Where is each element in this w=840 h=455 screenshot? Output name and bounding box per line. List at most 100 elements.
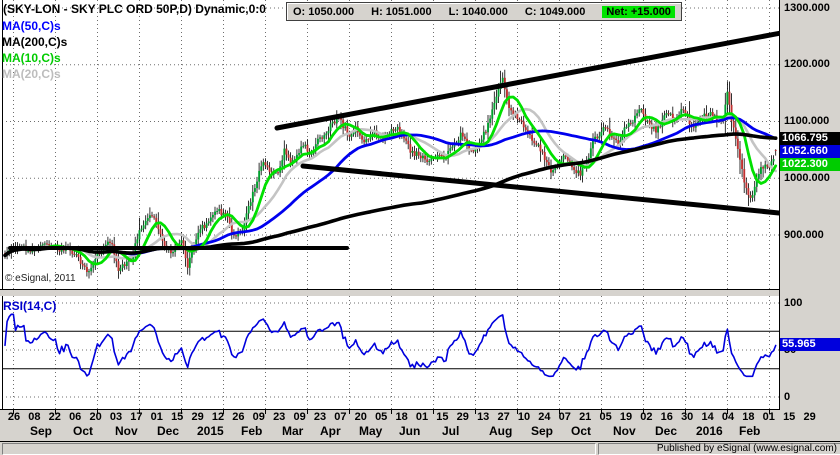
copyright-watermark: © eSignal, 2011 [5, 273, 76, 284]
date-label: 05 [599, 411, 612, 423]
month-label: Mar [282, 424, 304, 438]
rsi-tick-label: 100 [784, 296, 803, 309]
x-axis-tick [349, 410, 350, 414]
ma50-value-badge: 1052.660 [780, 145, 840, 158]
month-label: Sep [30, 424, 53, 438]
ma50-legend-label[interactable]: MA(50,C)s [2, 19, 61, 33]
x-axis-tick [643, 410, 644, 414]
date-label: 13 [477, 411, 490, 423]
date-label: 23 [273, 411, 286, 423]
symbol-title[interactable]: (SKY-LON - SKY PLC ORD 50P,D) Dynamic,0:… [3, 2, 266, 16]
date-label: 20 [89, 411, 102, 423]
footer-spacer [2, 443, 596, 455]
ma10-value-badge: 1022.300 [780, 158, 840, 171]
price-tick-label: 1300.000 [784, 1, 830, 14]
date-axis: 26 08 22 06 20 03 17 01 15 29 12 26 09 23 09 23 07 20 05 18… [0, 411, 840, 424]
month-label: Dec [157, 424, 180, 438]
date-label: 26 [7, 411, 21, 423]
x-axis-tick [727, 410, 728, 414]
month-label: Apr [320, 424, 341, 438]
date-label: 10 [517, 411, 531, 423]
date-label: 01 [150, 411, 163, 423]
date-label: 29 [191, 411, 204, 423]
x-axis-tick [433, 410, 434, 414]
x-axis-tick [265, 410, 266, 414]
month-label: Sep [531, 424, 554, 438]
date-label: 26 [232, 411, 245, 423]
x-axis-tick [181, 410, 182, 414]
date-label: 07 [334, 411, 347, 423]
status-footer: Published by eSignal (www.esignal.com) [0, 441, 840, 455]
high-quote: H: 1051.000 [371, 5, 432, 18]
date-label: 19 [619, 411, 633, 423]
rsi-plot[interactable] [0, 296, 779, 410]
date-label: 29 [803, 411, 816, 423]
ma200-legend-label[interactable]: MA(200,C)s [2, 35, 68, 49]
date-label: 03 [109, 411, 123, 423]
open-quote: O: 1050.000 [293, 5, 355, 18]
x-axis-tick [769, 410, 770, 414]
date-label: 27 [497, 411, 510, 423]
date-label: 05 [375, 411, 388, 423]
price-axis-separator [779, 0, 780, 410]
date-label: 15 [783, 411, 796, 423]
month-label: Feb [241, 424, 263, 438]
date-label: 24 [538, 411, 551, 423]
date-label: 29 [456, 411, 469, 423]
x-axis-tick [307, 410, 308, 414]
month-label: Aug [489, 424, 513, 438]
date-label: 15 [436, 411, 449, 423]
x-axis-tick [391, 410, 392, 414]
month-label: 2016 [696, 424, 723, 438]
ma20-legend-label[interactable]: MA(20,C)s [2, 67, 61, 81]
x-axis-tick [517, 410, 518, 414]
ma10-legend-label[interactable]: MA(10,C)s [2, 51, 61, 65]
rsi-tick-label: 0 [784, 390, 791, 403]
price-tick-label: 1200.000 [784, 58, 830, 71]
date-label: 06 [69, 411, 82, 423]
rsi-legend-label[interactable]: RSI(14,C) [3, 299, 57, 313]
price-tick-label: 1100.000 [784, 115, 830, 127]
price-chart-plot[interactable] [0, 0, 779, 290]
trendline[interactable] [274, 30, 779, 131]
right-axis-area: 1300.000 1200.000 1100.000 1000.000 900.000 … [780, 0, 840, 441]
date-label: 18 [742, 411, 755, 423]
month-label: Nov [115, 424, 138, 438]
date-label: 15 [171, 411, 184, 423]
trendline[interactable] [300, 163, 779, 216]
panel-divider[interactable] [0, 290, 779, 296]
date-label: 20 [354, 411, 367, 423]
x-axis-tick [139, 410, 140, 414]
date-label: 01 [762, 411, 775, 423]
month-label: Nov [613, 424, 636, 438]
rsi-plot-bg[interactable] [0, 296, 779, 410]
publisher-credit: Published by eSignal (www.esignal.com) [598, 443, 840, 455]
month-axis: Sep Oct Nov Dec 2015 Feb Mar Apr May Jun Jul Aug Sep… [0, 424, 840, 439]
date-label: 02 [640, 411, 653, 423]
month-label: Dec [655, 424, 678, 438]
month-label: Jul [442, 424, 460, 438]
x-axis-tick [601, 410, 602, 414]
net-change-badge: Net: +15.000 [602, 5, 675, 18]
date-label: 23 [313, 411, 327, 423]
date-label: 08 [28, 411, 41, 423]
x-axis-tick [559, 410, 560, 414]
x-axis-tick [13, 410, 14, 414]
date-label: 09 [293, 411, 306, 423]
date-label: 30 [681, 411, 694, 423]
price-tick-label: 900.000 [784, 228, 824, 241]
date-label: 22 [48, 411, 61, 423]
date-label: 12 [211, 411, 225, 423]
price-tick-label: 1000.000 [784, 171, 830, 184]
month-label: Oct [571, 424, 592, 438]
ohlc-quote-bar[interactable]: O: 1050.000 H: 1051.000 L: 1040.000 C: 1049.… [286, 2, 682, 21]
x-axis-tick [685, 410, 686, 414]
low-quote: L: 1040.000 [448, 5, 508, 18]
x-axis-tick [55, 410, 56, 414]
ma200-value-badge: 1066.795 [780, 132, 840, 145]
x-axis-tick [223, 410, 224, 414]
month-label: Jun [399, 424, 421, 438]
month-label: 2015 [197, 424, 224, 438]
date-label: 07 [558, 411, 571, 423]
